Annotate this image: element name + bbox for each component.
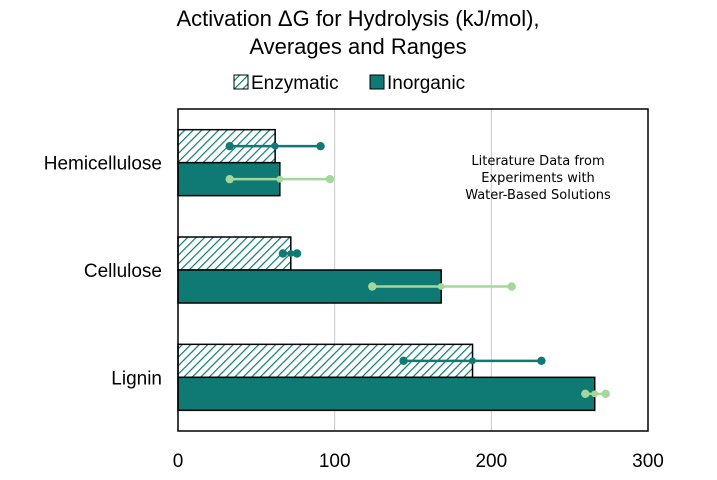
range-high-marker-enzymatic-0 bbox=[316, 141, 325, 151]
range-low-marker-enzymatic-0 bbox=[225, 141, 234, 151]
chart-title-line-1: Activation ΔG for Hydrolysis (kJ/mol), bbox=[176, 6, 539, 31]
range-high-marker-inorganic-2 bbox=[601, 389, 610, 399]
x-axis-ticks: 0 100 200 300 bbox=[173, 451, 664, 472]
range-high-marker-enzymatic-1 bbox=[292, 249, 302, 258]
range-low-marker-inorganic-0 bbox=[225, 174, 234, 184]
legend-label-enzymatic: Enzymatic bbox=[251, 73, 339, 94]
annotation-line-3: Water-Based Solutions bbox=[465, 188, 611, 203]
range-low-marker-inorganic-2 bbox=[581, 389, 590, 399]
range-avg-marker-enzymatic-1 bbox=[287, 250, 295, 257]
range-low-marker-inorganic-1 bbox=[368, 282, 377, 291]
category-label-0: Hemicellulose bbox=[44, 154, 162, 175]
category-label-2: Lignin bbox=[111, 368, 162, 389]
x-tick-label-1: 100 bbox=[319, 451, 351, 472]
range-avg-marker-inorganic-2 bbox=[591, 390, 599, 398]
range-markers bbox=[225, 141, 610, 399]
range-low-marker-enzymatic-2 bbox=[399, 356, 408, 366]
range-high-marker-inorganic-1 bbox=[507, 282, 516, 291]
chart-title-line-2: Averages and Ranges bbox=[249, 34, 466, 59]
category-label-1: Cellulose bbox=[84, 261, 162, 282]
annotation-line-2: Experiments with bbox=[481, 171, 595, 186]
y-axis-categories: Hemicellulose Cellulose Lignin bbox=[44, 154, 162, 390]
range-avg-marker-enzymatic-0 bbox=[271, 142, 279, 150]
range-high-marker-enzymatic-2 bbox=[537, 356, 546, 366]
range-low-marker-enzymatic-1 bbox=[278, 249, 288, 258]
x-tick-label-3: 300 bbox=[632, 451, 664, 472]
annotation-line-1: Literature Data from bbox=[471, 154, 604, 169]
range-avg-marker-inorganic-0 bbox=[276, 175, 284, 183]
range-avg-marker-inorganic-1 bbox=[437, 283, 445, 290]
plot-area-border bbox=[177, 108, 649, 432]
legend-swatch-enzymatic bbox=[233, 74, 249, 90]
bar-enzymatic-1 bbox=[177, 236, 292, 271]
x-tick-label-0: 0 bbox=[173, 451, 184, 472]
bar-inorganic-2 bbox=[177, 376, 596, 412]
range-avg-marker-enzymatic-2 bbox=[469, 357, 476, 365]
range-high-marker-inorganic-0 bbox=[325, 174, 335, 184]
x-tick-label-2: 200 bbox=[475, 451, 507, 472]
legend-label-inorganic: Inorganic bbox=[387, 73, 465, 94]
legend-swatch-inorganic bbox=[369, 74, 385, 90]
